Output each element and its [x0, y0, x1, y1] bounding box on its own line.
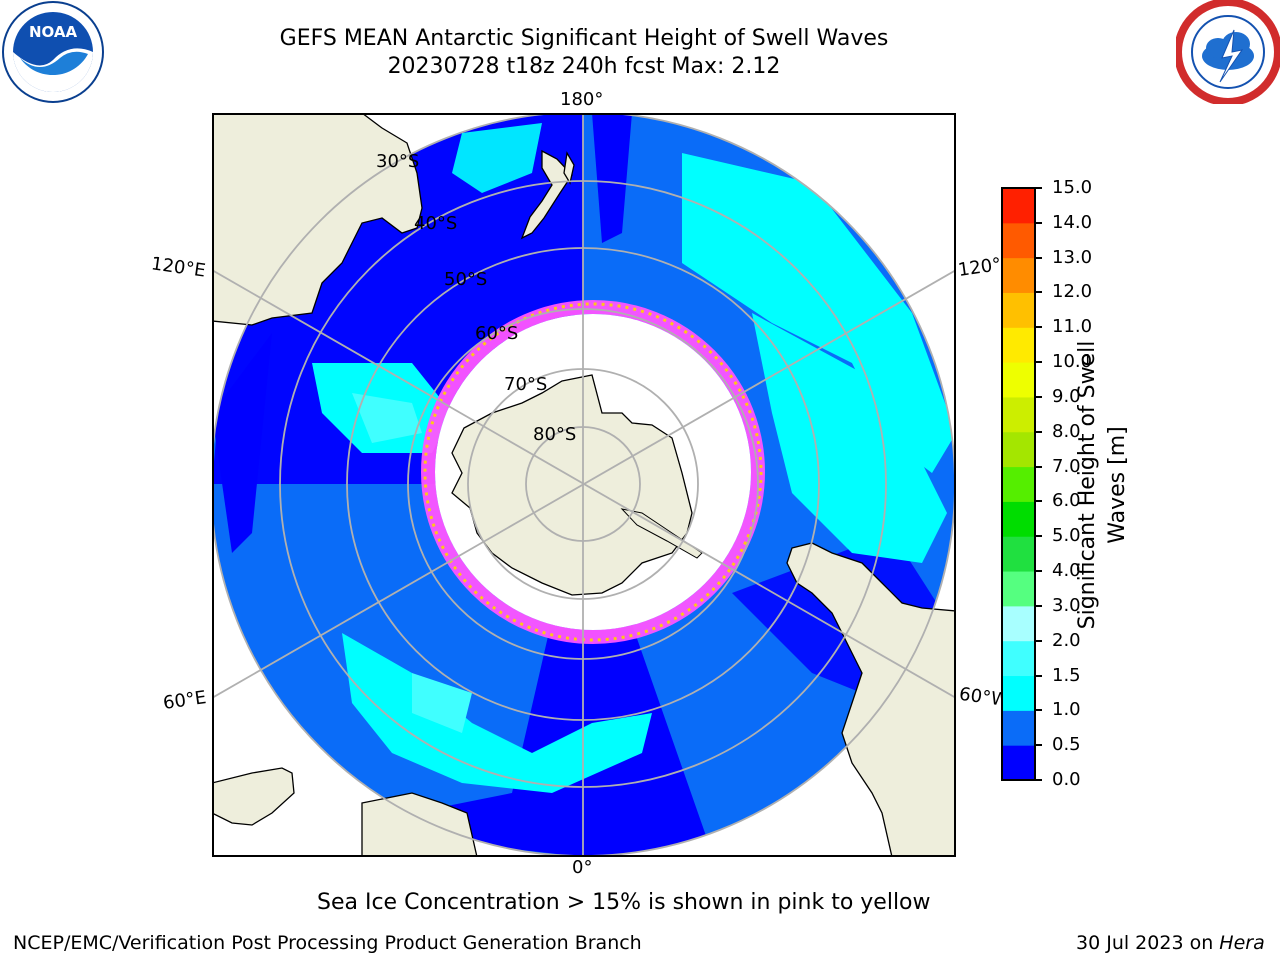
- australia: [214, 115, 423, 326]
- colorbar-tick-label: 15.0: [1052, 177, 1093, 198]
- colorbar-segment: [1002, 710, 1035, 746]
- low-swell-atlantic: [412, 484, 712, 855]
- chart-title: GEFS MEAN Antarctic Significant Height o…: [279, 26, 889, 51]
- credit-text: NCEP/EMC/Verification Post Processing Pr…: [13, 932, 642, 954]
- colorbar-tick: [1035, 221, 1042, 224]
- colorbar-tick-label: 14.0: [1052, 211, 1093, 233]
- colorbar-tick: [1035, 430, 1042, 433]
- colorbar-segment: [1002, 745, 1035, 781]
- antarctica: [451, 374, 693, 596]
- colorbar-tick: [1035, 187, 1042, 189]
- colorbar-tick: [1035, 779, 1042, 781]
- colorbar-segment: [1002, 466, 1035, 502]
- colorbar-tick-label: 0.0: [1052, 769, 1081, 790]
- colorbar-segment: [1002, 675, 1035, 711]
- colorbar-segment: [1002, 640, 1035, 677]
- colorbar-tick-label: 1.0: [1052, 699, 1081, 721]
- colorbar-tick-label: 9.0: [1052, 385, 1081, 407]
- colorbar: [1001, 187, 1036, 781]
- nws-logo: [1176, 0, 1280, 104]
- colorbar-tick-label: 10.0: [1052, 351, 1093, 373]
- map-frame: [212, 113, 956, 857]
- colorbar-segment: [1002, 396, 1035, 433]
- colorbar-segment: [1002, 257, 1035, 293]
- colorbar-segment: [1002, 362, 1035, 398]
- colorbar-tick: [1035, 744, 1042, 747]
- meridian-label-top: 180°: [560, 89, 604, 110]
- south-america: [786, 542, 954, 855]
- lat-label-40s: 40°S: [414, 213, 458, 234]
- colorbar-segment: [1002, 536, 1035, 572]
- madagascar: [214, 767, 295, 826]
- colorbar-tick-label: 13.0: [1052, 246, 1093, 268]
- sea-ice-note: Sea Ice Concentration > 15% is shown in …: [317, 890, 931, 915]
- meridian-label-left-upper: 120°E: [149, 253, 207, 282]
- colorbar-label-line2: Waves [m]: [1105, 426, 1130, 544]
- land: [214, 115, 954, 855]
- colorbar-tick: [1035, 604, 1042, 607]
- host-text: Hera: [1219, 932, 1265, 954]
- lat-label-80s: 80°S: [533, 424, 577, 445]
- colorbar-tick: [1035, 709, 1042, 712]
- colorbar-tick-label: 3.0: [1052, 594, 1081, 616]
- colorbar-tick-label: 2.0: [1052, 629, 1081, 651]
- colorbar-tick: [1035, 674, 1042, 677]
- date-stamp: 30 Jul 2023 on Hera: [1076, 932, 1265, 954]
- swell-patch-pacific: [682, 153, 954, 473]
- date-text: 30 Jul 2023 on: [1076, 932, 1214, 954]
- colorbar-tick: [1035, 639, 1042, 642]
- graticule: [214, 115, 954, 855]
- colorbar-tick: [1035, 465, 1042, 468]
- lat-label-60s: 60°S: [475, 323, 519, 344]
- lat-label-30s: 30°S: [376, 151, 420, 172]
- colorbar-tick-label: 11.0: [1052, 316, 1093, 338]
- africa: [361, 792, 478, 855]
- colorbar-tick-label: 1.5: [1052, 664, 1081, 686]
- colorbar-tick-label: 8.0: [1052, 420, 1081, 442]
- polar-map: [212, 113, 956, 857]
- colorbar-tick: [1035, 570, 1042, 573]
- colorbar-segment: [1002, 188, 1035, 224]
- colorbar-segment: [1002, 222, 1035, 259]
- colorbar-tick: [1035, 395, 1042, 398]
- colorbar-segment: [1002, 431, 1035, 468]
- colorbar-tick-label: 4.0: [1052, 560, 1081, 582]
- colorbar-tick-label: 12.0: [1052, 281, 1093, 303]
- colorbar-segment: [1002, 571, 1035, 607]
- chart-subtitle: 20230728 t18z 240h fcst Max: 2.12: [387, 54, 781, 79]
- colorbar-tick: [1035, 326, 1042, 329]
- colorbar-segment: [1002, 292, 1035, 328]
- colorbar-tick: [1035, 256, 1042, 259]
- meridian-label-right-upper: 120°: [956, 254, 1003, 281]
- colorbar-tick: [1035, 500, 1042, 503]
- meridian-label-bottom: 0°: [572, 857, 593, 878]
- lat-label-50s: 50°S: [444, 269, 488, 290]
- colorbar-tick-label: 0.5: [1052, 734, 1081, 756]
- colorbar-segment: [1002, 605, 1035, 642]
- colorbar-segment: [1002, 327, 1035, 363]
- noaa-logo: NOAA: [2, 1, 104, 103]
- colorbar-tick-label: 7.0: [1052, 455, 1081, 477]
- colorbar-tick: [1035, 535, 1042, 538]
- colorbar-tick-label: 5.0: [1052, 525, 1081, 547]
- colorbar-tick-label: 6.0: [1052, 490, 1081, 512]
- colorbar-segment: [1002, 501, 1035, 537]
- noaa-logo-text: NOAA: [29, 23, 78, 41]
- colorbar-label-line1: Significant Height of Swell: [1075, 340, 1100, 630]
- colorbar-tick: [1035, 291, 1042, 294]
- meridian-label-left-lower: 60°E: [161, 687, 208, 714]
- lat-label-70s: 70°S: [504, 374, 548, 395]
- colorbar-tick: [1035, 361, 1042, 364]
- swell-patch-southatlantic: [342, 633, 652, 793]
